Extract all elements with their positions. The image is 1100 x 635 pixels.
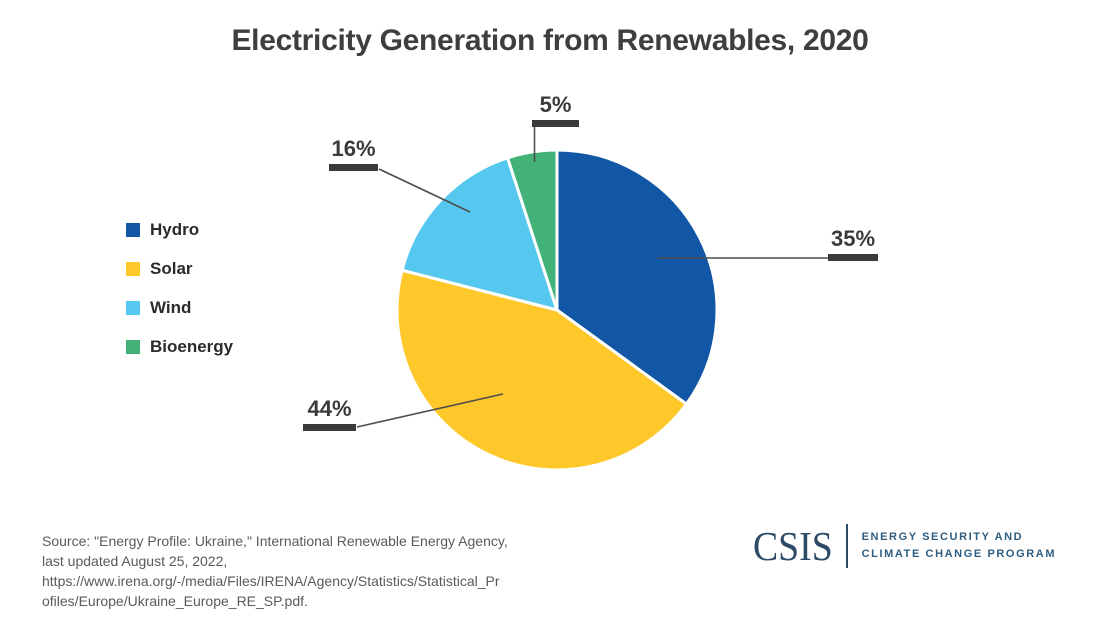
program-name-line1: ENERGY SECURITY AND — [861, 530, 1024, 543]
legend-label: Bioenergy — [150, 337, 234, 356]
legend-item-wind: Wind — [126, 298, 233, 318]
legend: Hydro Solar Wind Bioenergy — [126, 220, 233, 357]
callout-bioenergy-bar — [532, 120, 579, 127]
legend-swatch-wind — [126, 301, 140, 315]
source-note: Source: "Energy Profile: Ukraine," Inter… — [42, 531, 508, 611]
callout-hydro-bar — [828, 254, 878, 261]
legend-swatch-bioenergy — [126, 340, 140, 354]
pie-slice-bioenergy — [506, 148, 559, 312]
callout-wind-bar — [329, 164, 378, 171]
callout-solar-value: 44% — [307, 396, 352, 421]
source-line: last updated August 25, 2022, — [42, 553, 228, 569]
legend-item-solar: Solar — [126, 259, 233, 279]
callout-hydro-value: 35% — [830, 226, 876, 251]
callout-bioenergy: 5% — [532, 94, 579, 127]
program-name: ENERGY SECURITY AND CLIMATE CHANGE PROGR… — [862, 531, 1057, 561]
legend-item-hydro: Hydro — [126, 220, 233, 240]
source-line: https://www.irena.org/-/media/Files/IREN… — [42, 573, 500, 589]
brand-divider — [845, 524, 848, 568]
csis-branding: CSIS ENERGY SECURITY AND CLIMATE CHANGE … — [753, 524, 1056, 568]
source-line: ofiles/Europe/Ukraine_Europe_RE_SP.pdf. — [42, 593, 308, 609]
legend-label: Hydro — [150, 220, 200, 239]
callout-wind-value: 16% — [331, 136, 376, 161]
callout-bioenergy-value: 5% — [539, 92, 572, 117]
legend-item-bioenergy: Bioenergy — [126, 337, 233, 357]
legend-swatch-solar — [126, 262, 140, 276]
page-title: Electricity Generation from Renewables, … — [231, 24, 869, 57]
pie-slice-hydro — [555, 148, 719, 406]
legend-label: Wind — [150, 298, 192, 317]
csis-logo: CSIS — [753, 522, 833, 569]
source-line: Source: "Energy Profile: Ukraine," Inter… — [42, 533, 508, 549]
callout-solar-bar — [303, 424, 356, 431]
callout-wind: 16% — [329, 138, 378, 171]
program-name-line2: CLIMATE CHANGE PROGRAM — [861, 548, 1057, 560]
pie-chart — [395, 148, 719, 472]
legend-label: Solar — [150, 259, 193, 278]
callout-hydro: 35% — [828, 228, 878, 261]
callout-solar: 44% — [303, 398, 356, 431]
legend-swatch-hydro — [126, 223, 140, 237]
